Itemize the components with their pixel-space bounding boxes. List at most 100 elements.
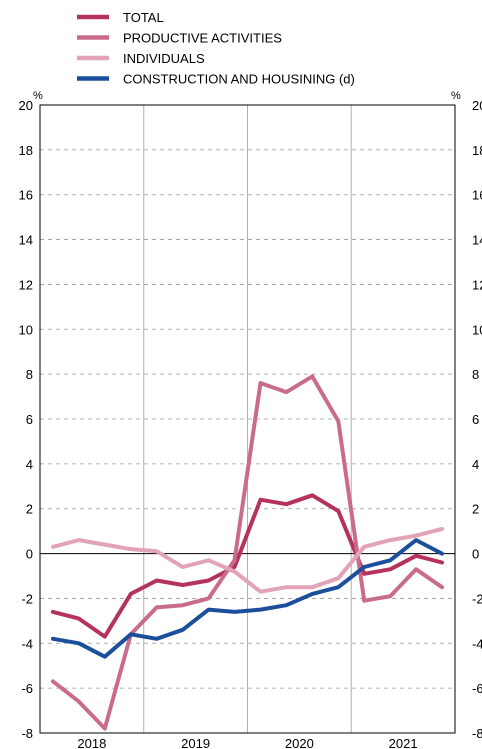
- series-lines: [51, 374, 444, 731]
- y-tick-label-right: -8: [472, 726, 482, 741]
- data-point: [77, 700, 81, 704]
- y-tick-label-left: -8: [21, 726, 33, 741]
- data-point: [103, 726, 107, 731]
- data-point: [181, 583, 185, 587]
- data-point: [232, 569, 237, 574]
- data-point: [414, 538, 418, 542]
- data-point: [129, 592, 133, 596]
- data-point: [336, 509, 340, 513]
- series-line-3: [51, 538, 444, 659]
- data-point: [51, 637, 55, 641]
- plot-frame: [39, 104, 456, 734]
- y-tick-label-right: 2: [472, 502, 479, 517]
- y-tick-label-right: 12: [472, 277, 482, 292]
- legend: TOTAL PRODUCTIVE ACTIVITIES INDIVIDUALS CON…: [77, 10, 355, 87]
- data-point: [440, 527, 444, 531]
- legend-label-3: CONSTRUCTION AND HOUSINING (d): [123, 72, 355, 87]
- y-tick-label-right: 10: [472, 322, 482, 337]
- data-point: [284, 502, 289, 506]
- data-point: [103, 543, 107, 547]
- data-point: [440, 560, 444, 565]
- data-point: [51, 679, 55, 684]
- y-tick-label-right: 18: [472, 143, 482, 158]
- data-point: [77, 641, 81, 645]
- y-tick-label-right: 4: [472, 457, 479, 472]
- data-point: [155, 605, 159, 610]
- data-point: [336, 585, 340, 589]
- data-point: [310, 585, 314, 589]
- y-tick-label-right: 0: [472, 547, 479, 562]
- y-tick-label-left: 16: [19, 188, 33, 203]
- data-point: [414, 567, 418, 571]
- x-year-label: 2019: [181, 736, 210, 749]
- y-tick-label-right: 16: [472, 188, 482, 203]
- y-tick-label-right: 8: [472, 367, 479, 382]
- y-tick-label-left: -4: [21, 636, 33, 651]
- data-point: [181, 603, 185, 607]
- y-tick-label-right: -4: [472, 636, 482, 651]
- data-point: [206, 608, 211, 612]
- data-point: [388, 567, 392, 571]
- data-point: [258, 381, 263, 385]
- data-point: [206, 596, 211, 601]
- series-line-2: [51, 526, 444, 594]
- grid: [40, 105, 455, 733]
- data-point: [388, 538, 392, 542]
- data-point: [206, 578, 211, 583]
- data-point: [388, 558, 392, 562]
- data-point: [414, 534, 418, 538]
- y-tick-label-left: 20: [19, 98, 33, 113]
- y-tick-label-right: 14: [472, 233, 482, 248]
- data-point: [284, 603, 289, 607]
- data-point: [232, 558, 237, 562]
- series-line-0: [51, 493, 444, 639]
- y-unit-left: %: [33, 90, 43, 102]
- y-tick-label-left: -6: [21, 681, 33, 696]
- y-tick-label-left: 8: [26, 367, 33, 382]
- data-point: [232, 565, 237, 569]
- data-point: [155, 549, 159, 553]
- y-tick-label-left: 12: [19, 277, 33, 292]
- data-point: [51, 610, 55, 614]
- y-tick-label-right: -6: [472, 681, 482, 696]
- data-point: [181, 628, 185, 632]
- data-point: [258, 590, 263, 594]
- data-point: [362, 599, 366, 603]
- series-line-1: [51, 374, 444, 731]
- data-point: [181, 565, 185, 569]
- data-point: [362, 572, 366, 576]
- legend-label-2: INDIVIDUALS: [123, 51, 205, 66]
- x-year-label: 2018: [77, 736, 106, 749]
- data-point: [103, 634, 107, 639]
- data-point: [51, 545, 55, 549]
- y-tick-label-left: 10: [19, 322, 33, 337]
- data-point: [362, 545, 366, 549]
- y-tick-label-left: 0: [26, 547, 33, 562]
- data-point: [206, 558, 211, 562]
- y-tick-label-right: -2: [472, 591, 482, 606]
- x-year-label: 2020: [285, 736, 314, 749]
- y-tick-label-left: 18: [19, 143, 33, 158]
- y-tick-label-right: 6: [472, 412, 479, 427]
- data-point: [129, 547, 133, 551]
- legend-label-1: PRODUCTIVE ACTIVITIES: [123, 31, 282, 46]
- data-point: [103, 655, 107, 659]
- data-point: [258, 608, 263, 612]
- data-point: [129, 632, 133, 636]
- data-point: [155, 637, 159, 641]
- axes: 2020181816161414121210108866442200-2-2-4…: [19, 98, 482, 749]
- data-point: [336, 576, 340, 580]
- data-point: [258, 498, 263, 502]
- data-point: [77, 617, 81, 621]
- data-point: [414, 554, 418, 558]
- data-point: [362, 565, 366, 569]
- y-tick-label-left: 4: [26, 457, 33, 472]
- data-point: [310, 592, 314, 596]
- data-point: [155, 578, 159, 583]
- data-point: [310, 493, 314, 497]
- y-tick-label-left: 14: [19, 233, 33, 248]
- data-point: [77, 538, 81, 542]
- legend-label-0: TOTAL: [123, 10, 164, 25]
- data-point: [284, 390, 289, 394]
